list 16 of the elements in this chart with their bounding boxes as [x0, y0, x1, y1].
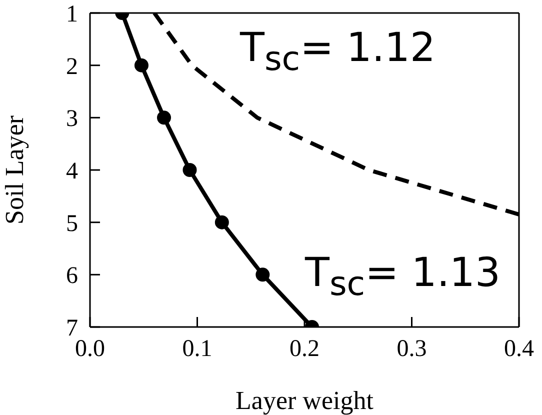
- y-tick-label: 2: [66, 54, 78, 80]
- x-tick-label: 0.2: [290, 336, 320, 362]
- y-axis-title: Soil Layer: [0, 115, 30, 225]
- y-tick-label: 5: [66, 210, 78, 237]
- y-tick-label: 1: [66, 2, 78, 28]
- y-tick-label: 4: [66, 158, 78, 185]
- x-tick-label: 0.0: [75, 336, 105, 362]
- x-tick-label: 0.1: [182, 336, 212, 362]
- y-tick-label: 7: [66, 316, 78, 342]
- x-tick-label: 0.4: [504, 336, 534, 362]
- y-tick-label: 6: [66, 263, 78, 290]
- annotation: T$_{sc}$= 1.13: [305, 249, 500, 305]
- annotation: T$_{sc}$= 1.12: [240, 24, 436, 80]
- x-tick-label: 0.3: [396, 336, 427, 362]
- x-axis-title: Layer weight: [236, 386, 374, 415]
- y-tick-label: 3: [66, 106, 78, 132]
